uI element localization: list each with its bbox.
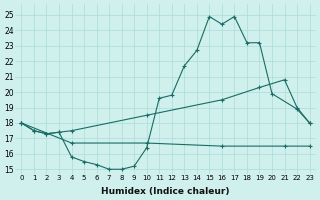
X-axis label: Humidex (Indice chaleur): Humidex (Indice chaleur)	[101, 187, 230, 196]
